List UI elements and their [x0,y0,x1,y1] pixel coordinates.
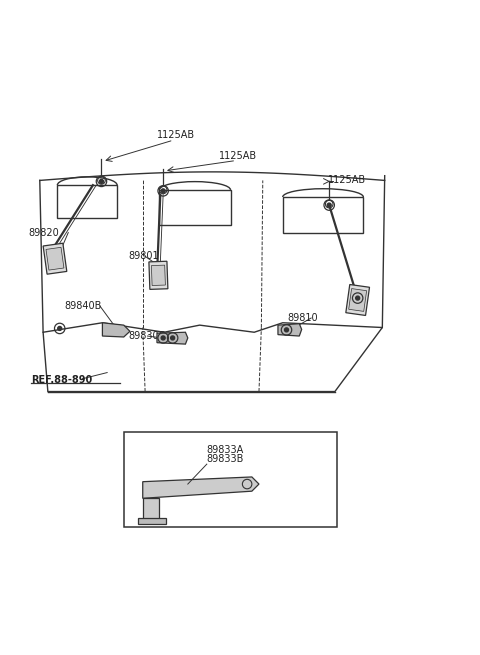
Text: 89833A: 89833A [207,445,244,455]
Text: 89810: 89810 [288,313,318,323]
Circle shape [356,296,360,300]
Text: 1125AB: 1125AB [328,175,366,185]
Bar [348,289,367,311]
Bar [43,243,67,274]
Circle shape [327,203,331,207]
Circle shape [285,328,288,332]
Bar [151,265,166,286]
Text: 89840B: 89840B [64,301,102,311]
Text: 89833B: 89833B [207,454,244,464]
Text: 1125AB: 1125AB [157,130,195,140]
Text: 1125AB: 1125AB [218,151,257,161]
Polygon shape [138,518,167,525]
Text: 89830C: 89830C [129,331,166,341]
Bar [149,261,168,290]
Polygon shape [143,477,259,498]
Text: 89820: 89820 [29,227,60,238]
Text: 89801: 89801 [129,252,159,261]
Circle shape [198,485,202,489]
Polygon shape [157,332,188,344]
Polygon shape [143,498,159,519]
Polygon shape [102,323,130,337]
Circle shape [99,179,104,183]
Circle shape [171,336,175,340]
Bar [46,248,64,270]
FancyBboxPatch shape [124,432,337,527]
Circle shape [149,512,153,515]
Text: REF.88-890: REF.88-890 [31,375,93,384]
Circle shape [161,189,165,193]
Circle shape [176,486,180,490]
Polygon shape [278,324,301,336]
Bar [346,284,370,316]
Circle shape [161,336,165,340]
Circle shape [223,483,227,487]
Circle shape [58,326,62,330]
